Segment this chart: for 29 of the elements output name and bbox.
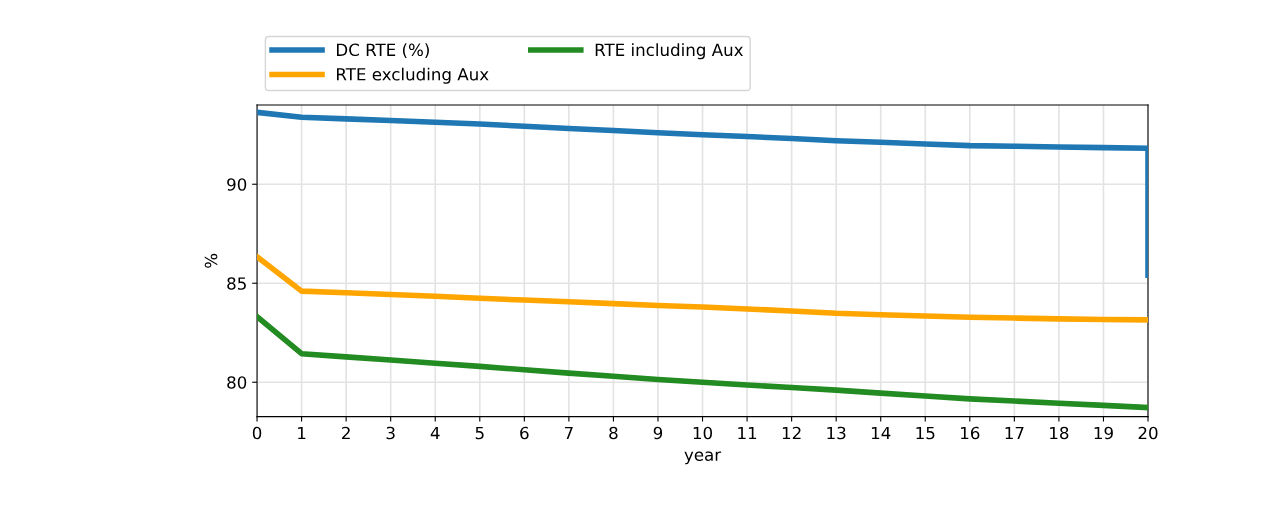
- x-tick-label: 3: [386, 426, 395, 440]
- x-tick-label: 15: [916, 426, 935, 440]
- y-tick-label: 90: [227, 178, 247, 191]
- x-tick-label: 17: [1005, 426, 1024, 440]
- x-tick-label: 20: [1138, 426, 1158, 440]
- x-tick-label: 5: [475, 426, 484, 440]
- x-tick-label: 10: [693, 426, 713, 440]
- x-tick-label: 0: [252, 426, 262, 440]
- x-tick-label: 1: [298, 426, 306, 440]
- legend-label: DC RTE (%): [337, 43, 429, 59]
- x-axis-title: year: [684, 451, 722, 465]
- legend-label: RTE including Aux: [595, 43, 743, 60]
- x-tick-label: 6: [520, 426, 529, 440]
- x-tick-label: 13: [827, 426, 846, 440]
- x-tick-label: 14: [871, 426, 891, 440]
- x-tick-label: 19: [1094, 426, 1113, 440]
- x-tick-label: 16: [961, 426, 980, 440]
- y-tick-label: 85: [227, 277, 246, 290]
- y-axis-title: %: [204, 253, 218, 268]
- x-tick-label: 18: [1050, 426, 1069, 440]
- x-tick-label: 4: [430, 426, 440, 440]
- x-tick-label: 2: [342, 426, 350, 440]
- x-tick-label: 8: [609, 426, 618, 440]
- x-tick-label: 11: [738, 426, 757, 440]
- y-tick-label: 80: [227, 376, 247, 389]
- x-tick-label: 9: [653, 426, 663, 440]
- x-tick-label: 7: [564, 426, 573, 440]
- x-tick-label: 12: [782, 426, 801, 440]
- legend-label: RTE excluding Aux: [337, 67, 489, 84]
